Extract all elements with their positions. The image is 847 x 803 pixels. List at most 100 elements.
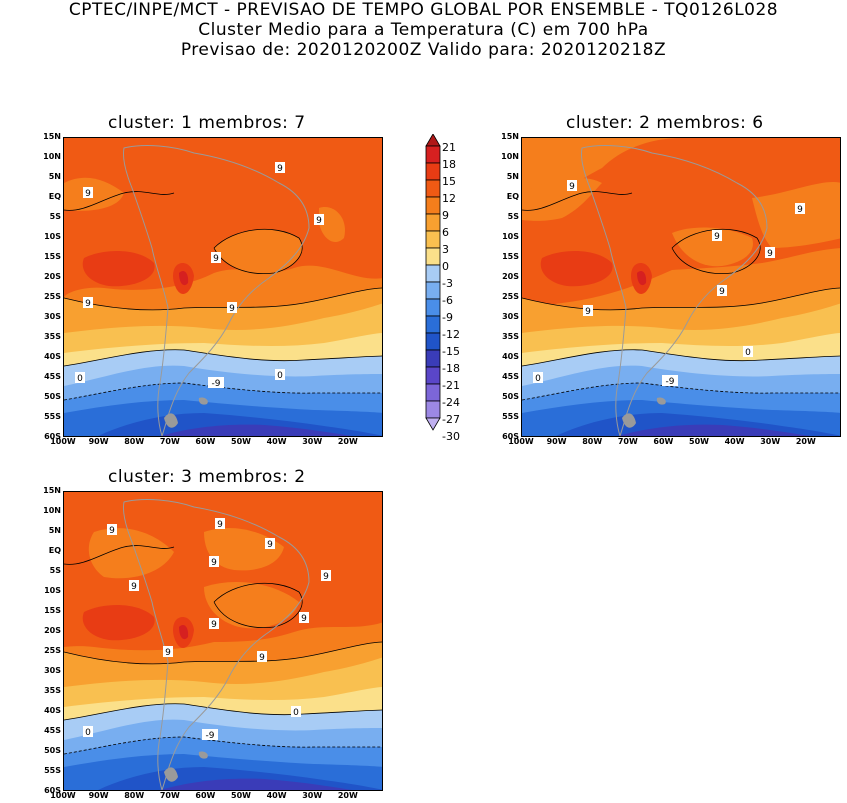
- lat-tick-label: EQ: [506, 192, 519, 201]
- lon-tick-label: 40W: [266, 791, 287, 800]
- colorbar-svg: [425, 133, 441, 431]
- colorbar-label: -6: [442, 294, 453, 307]
- colorbar-label: 6: [442, 226, 449, 239]
- contour-label: 9: [567, 180, 577, 192]
- lat-tick-label: 40S: [502, 352, 519, 361]
- svg-text:0: 0: [535, 374, 541, 384]
- svg-text:9: 9: [797, 205, 803, 215]
- svg-text:9: 9: [569, 182, 575, 192]
- lat-tick-label: 15S: [502, 252, 519, 261]
- lat-tick-label: 35S: [44, 332, 61, 341]
- contour-label: 9: [163, 646, 173, 658]
- band-9-12: [64, 177, 124, 211]
- contour-label: 9: [211, 252, 221, 264]
- lon-tick-label: 80W: [582, 437, 603, 446]
- contour-label: 9: [299, 612, 309, 624]
- band-15-18: [540, 251, 613, 287]
- panel-3-title: cluster: 3 membros: 2: [108, 467, 306, 487]
- lat-tick-label: 5N: [506, 172, 519, 181]
- band-9-12: [214, 229, 303, 274]
- lon-tick-label: 20W: [337, 791, 358, 800]
- lon-tick-label: 30W: [302, 791, 323, 800]
- lon-tick-label: 80W: [124, 437, 145, 446]
- isotherm-line: [522, 287, 840, 311]
- lon-tick-label: 20W: [337, 437, 358, 446]
- lat-tick-label: 60S: [502, 432, 519, 441]
- colorbar-label: 15: [442, 175, 456, 188]
- colorbar-segment: [425, 196, 441, 215]
- lon-tick-label: 90W: [88, 437, 109, 446]
- isotherm-line: [64, 191, 175, 211]
- contour-label: 9: [712, 230, 722, 242]
- svg-text:-9: -9: [666, 377, 675, 387]
- svg-text:-9: -9: [206, 731, 215, 741]
- lat-tick-label: 55S: [502, 412, 519, 421]
- svg-text:-9: -9: [212, 379, 221, 389]
- svg-text:9: 9: [211, 620, 217, 630]
- isotherm-line: [64, 736, 382, 755]
- lat-tick-label: 40S: [44, 706, 61, 715]
- contour-label: 9: [215, 518, 225, 530]
- colorbar-segment: [425, 366, 441, 385]
- lat-tick-label: 35S: [44, 686, 61, 695]
- svg-text:9: 9: [213, 254, 219, 264]
- svg-text:0: 0: [85, 728, 91, 738]
- svg-text:0: 0: [293, 708, 299, 718]
- lon-tick-label: 60W: [195, 791, 216, 800]
- band-9-12: [522, 177, 602, 221]
- lon-tick-label: 100W: [50, 437, 76, 446]
- contour-label: 9: [227, 302, 237, 314]
- isotherm-line: [522, 191, 633, 211]
- contour-label: 9: [209, 618, 219, 630]
- lon-tick-label: 100W: [50, 791, 76, 800]
- colorbar-segment: [425, 315, 441, 334]
- lat-tick-label: 25S: [502, 292, 519, 301]
- colorbar-label: -15: [442, 345, 460, 358]
- panel-1-title: cluster: 1 membros: 7: [108, 113, 306, 133]
- colorbar-top-arrow: [425, 133, 441, 147]
- lat-tick-label: 30S: [44, 312, 61, 321]
- svg-text:9: 9: [323, 572, 329, 582]
- lat-tick-label: 5N: [48, 172, 61, 181]
- svg-text:9: 9: [719, 287, 725, 297]
- contour-label: 9: [321, 570, 331, 582]
- map-panel-cluster-3: 9 9 9 9 9 9 9 9 9 9 0 0 -9: [63, 491, 383, 791]
- isotherm-line: [213, 582, 303, 628]
- island-shape: [198, 751, 208, 759]
- colorbar-segment: [425, 298, 441, 317]
- lat-tick-label: 10N: [501, 152, 519, 161]
- lat-tick-label: 10S: [44, 586, 61, 595]
- contour-label: 9: [209, 556, 219, 568]
- lat-tick-label: 20S: [502, 272, 519, 281]
- lat-tick-label: 60S: [44, 432, 61, 441]
- band-18-21: [637, 271, 647, 286]
- band-m18-m15: [618, 424, 810, 436]
- lat-tick-label: 5S: [49, 566, 61, 575]
- lat-tick-label: 45S: [44, 372, 61, 381]
- contour-label: 9: [257, 651, 267, 663]
- svg-text:9: 9: [316, 216, 322, 226]
- colorbar-segment: [425, 349, 441, 368]
- contour-label: 9: [765, 247, 775, 259]
- svg-text:9: 9: [259, 653, 265, 663]
- lat-tick-label: 5N: [48, 526, 61, 535]
- lat-tick-label: 10S: [502, 232, 519, 241]
- contour-label: 9: [265, 538, 275, 550]
- lat-tick-label: EQ: [48, 546, 61, 555]
- colorbar-label: 18: [442, 158, 456, 171]
- svg-text:9: 9: [267, 540, 273, 550]
- lat-tick-label: 55S: [44, 766, 61, 775]
- lat-tick-label: 5S: [507, 212, 519, 221]
- lat-tick-label: 20S: [44, 272, 61, 281]
- contour-label: 9: [314, 214, 324, 226]
- temperature-map-cluster-1: 9 9 9 9 9 9 0 0 -9: [64, 138, 382, 436]
- svg-text:9: 9: [229, 304, 235, 314]
- lat-tick-label: 25S: [44, 646, 61, 655]
- colorbar-label: -9: [442, 311, 453, 324]
- lat-tick-label: 45S: [44, 726, 61, 735]
- band-15-18: [82, 605, 155, 641]
- band-9-12: [752, 182, 840, 248]
- colorbar-segment: [425, 162, 441, 181]
- header-line-2: Cluster Medio para a Temperatura (C) em …: [198, 20, 649, 40]
- contour-label: -9: [208, 377, 224, 389]
